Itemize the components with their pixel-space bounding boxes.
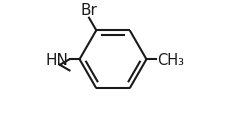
Text: Br: Br <box>80 3 97 17</box>
Text: CH₃: CH₃ <box>157 52 184 67</box>
Text: HN: HN <box>45 52 68 67</box>
